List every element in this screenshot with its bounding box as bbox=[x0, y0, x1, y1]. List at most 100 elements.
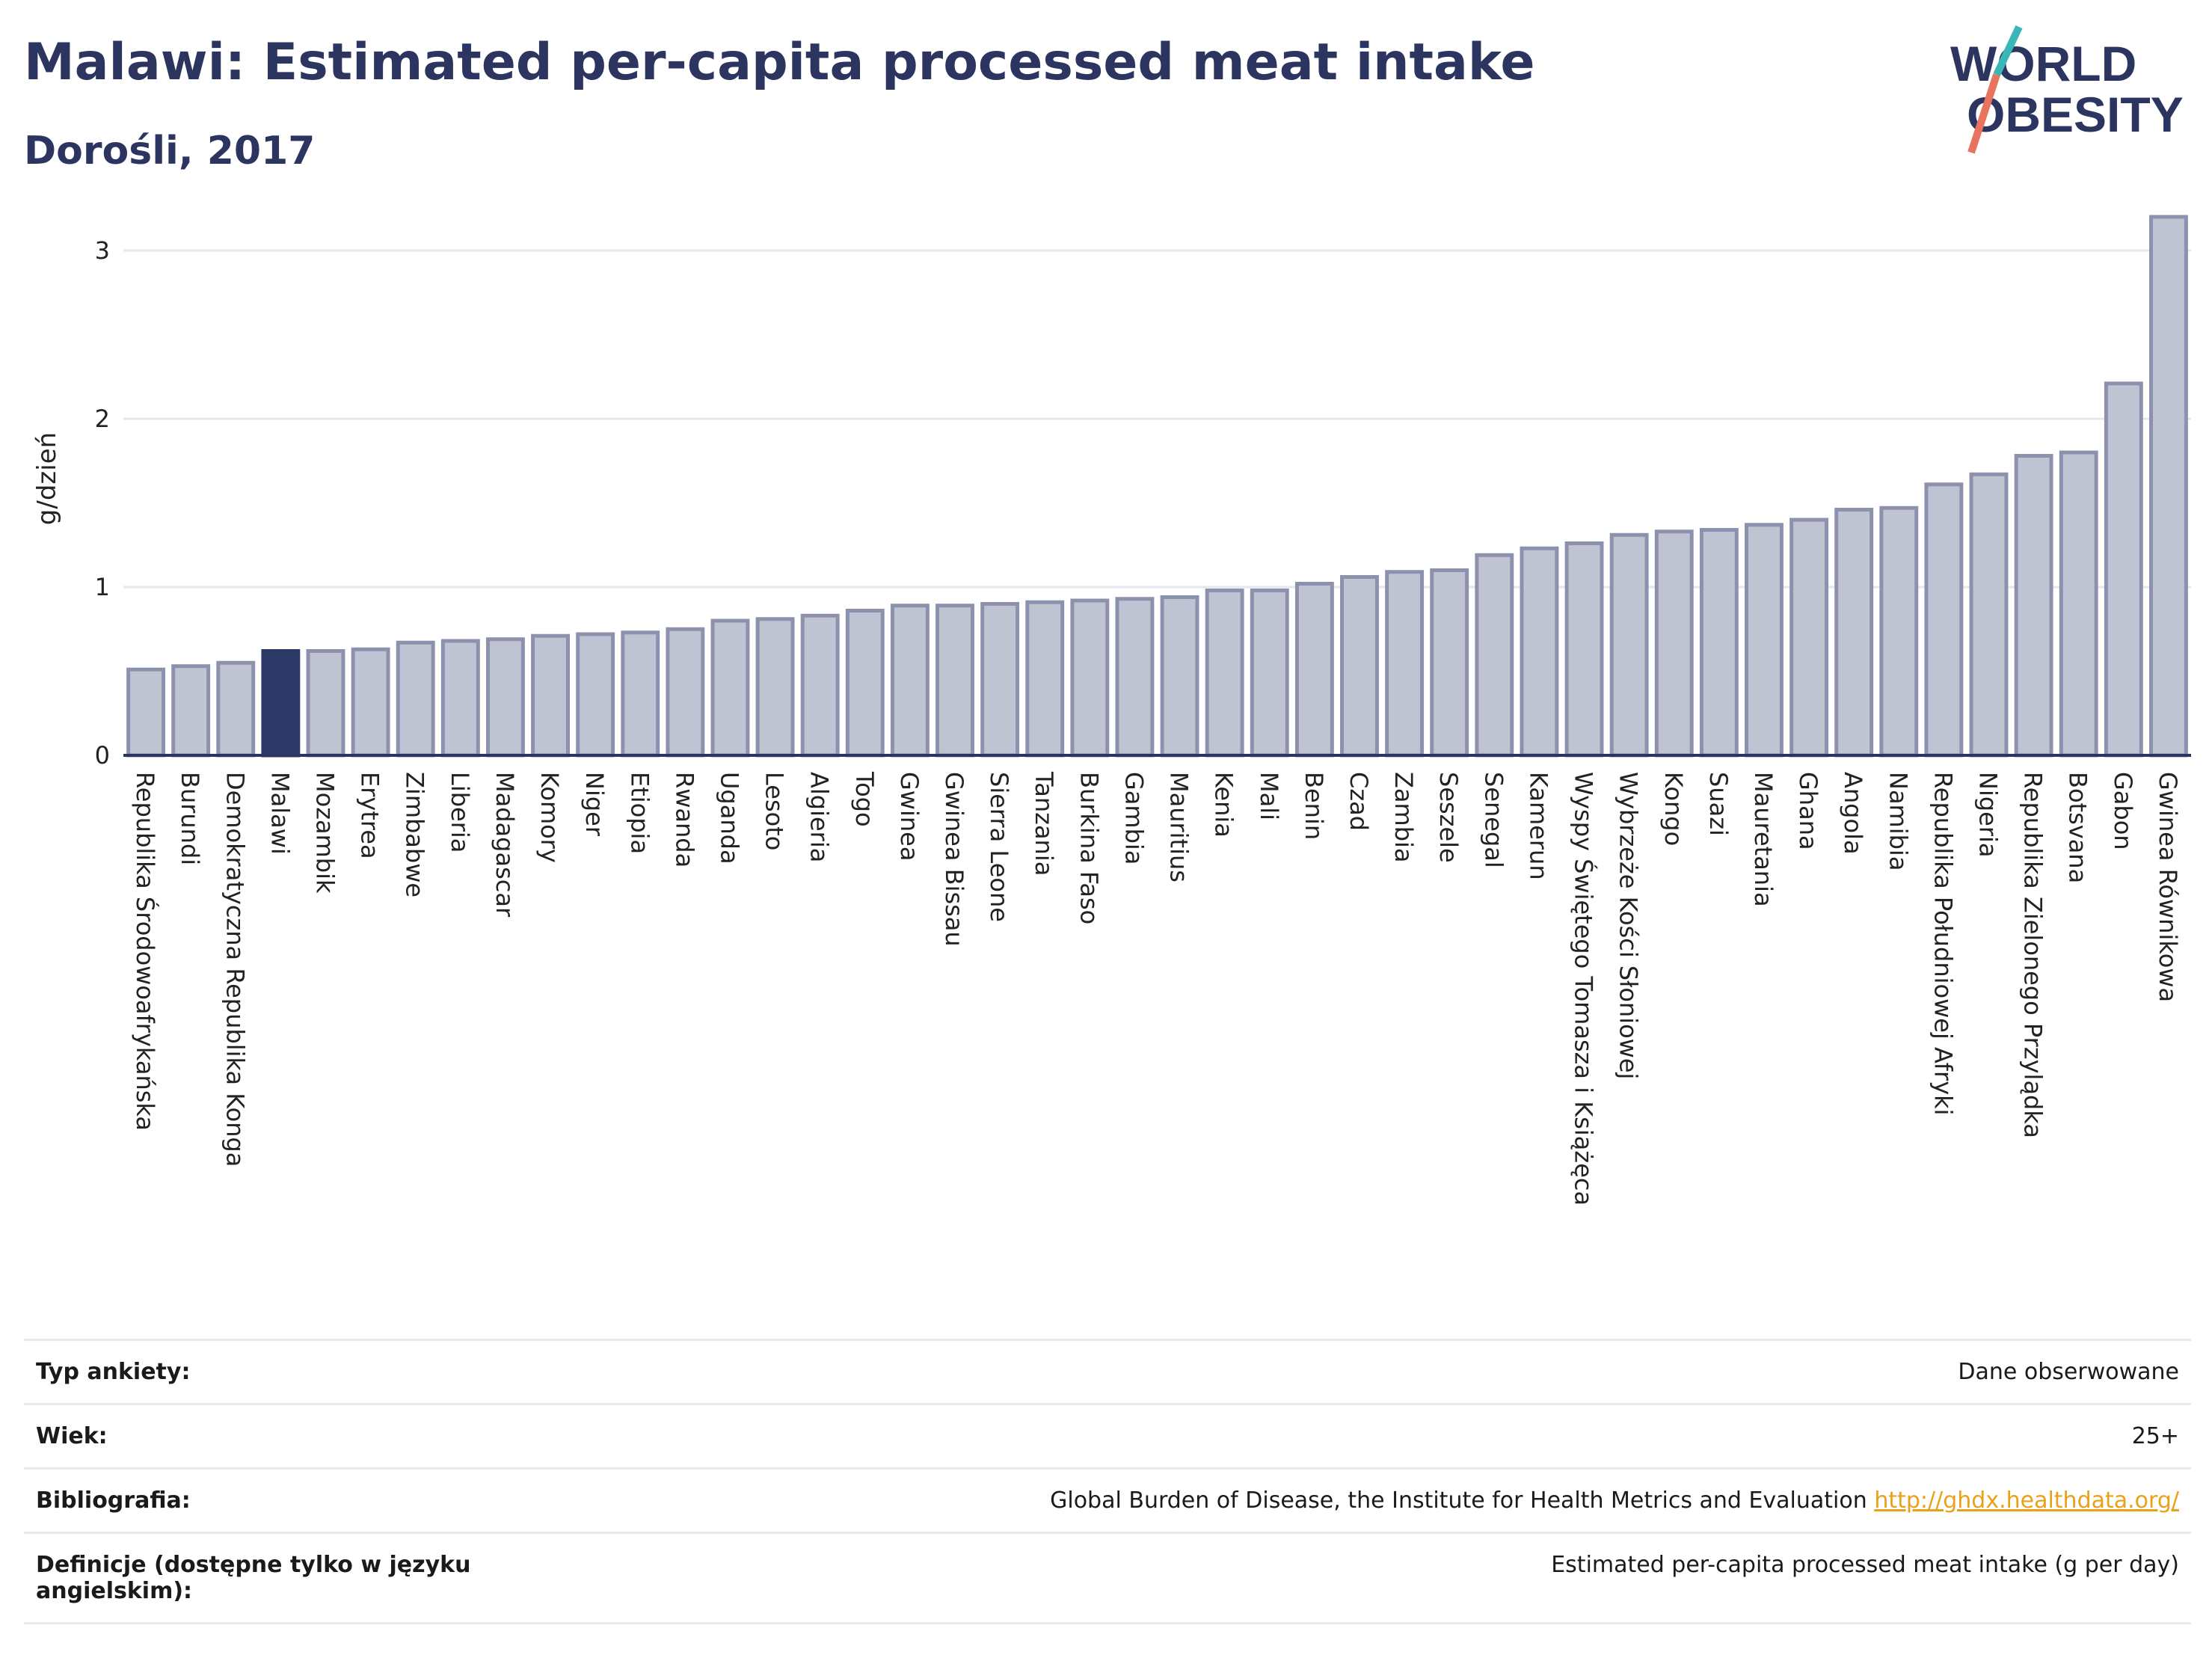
bar[interactable] bbox=[1969, 472, 2009, 758]
chart-title: Malawi: Estimated per-capita processed m… bbox=[24, 33, 1535, 92]
bar[interactable] bbox=[306, 649, 345, 758]
x-tick-label: Etiopia bbox=[625, 772, 654, 854]
bar[interactable] bbox=[2149, 215, 2188, 758]
x-tick-label: Malawi bbox=[265, 772, 294, 855]
x-tick-label: Gambia bbox=[1119, 772, 1148, 865]
x-tick-label: Mauritius bbox=[1165, 772, 1193, 882]
metadata-value-text: Estimated per-capita processed meat inta… bbox=[1551, 1552, 2179, 1578]
bars-layer bbox=[126, 215, 2188, 758]
metadata-table: Typ ankiety: Dane obserwowane Wiek: 25+ Bibl… bbox=[24, 1339, 2191, 1624]
bar[interactable] bbox=[1564, 541, 1604, 758]
metadata-value: Dane obserwowane bbox=[1958, 1359, 2179, 1385]
x-tick-label: Rwanda bbox=[670, 772, 698, 868]
x-tick-label: Kongo bbox=[1659, 772, 1688, 846]
x-tick-label: Nigeria bbox=[1974, 772, 2003, 857]
x-tick-label: Mali bbox=[1255, 772, 1283, 820]
x-tick-label: Niger bbox=[580, 772, 609, 837]
bar[interactable] bbox=[621, 630, 660, 758]
metadata-value: Estimated per-capita processed meat inta… bbox=[1551, 1552, 2179, 1578]
bar[interactable] bbox=[1609, 532, 1649, 758]
world-obesity-logo: WORLD OBESITY bbox=[1950, 25, 2184, 154]
bar[interactable] bbox=[1699, 528, 1739, 758]
bar[interactable] bbox=[845, 609, 885, 758]
bar[interactable] bbox=[396, 640, 435, 758]
bar[interactable] bbox=[1070, 598, 1110, 758]
bar[interactable] bbox=[1475, 553, 1514, 758]
bar[interactable] bbox=[936, 604, 974, 758]
x-tick-label: Togo bbox=[850, 771, 879, 827]
bar-chart: 0 1 2 3 Republika Środowoafrykańska Burundi De… bbox=[32, 215, 2191, 1206]
bar[interactable] bbox=[755, 617, 795, 758]
x-tick-label: Burundi bbox=[176, 772, 204, 865]
x-tick-label: Mauretania bbox=[1749, 772, 1778, 907]
bar[interactable] bbox=[710, 618, 750, 758]
metadata-value-text: Global Burden of Disease, the Institute … bbox=[1050, 1487, 1867, 1514]
bar[interactable] bbox=[126, 667, 165, 758]
logo-slash-coral bbox=[1967, 73, 2000, 154]
bar[interactable] bbox=[485, 637, 525, 758]
x-tick-label: Botsvana bbox=[2064, 772, 2092, 883]
bar[interactable] bbox=[1924, 482, 1964, 758]
bar[interactable] bbox=[531, 633, 570, 758]
x-tick-label: Republika Środowoafrykańska bbox=[131, 772, 160, 1131]
y-tick-label: 1 bbox=[95, 573, 110, 601]
x-tick-label: Zimbabwe bbox=[401, 772, 429, 897]
bar[interactable] bbox=[1879, 506, 1919, 758]
x-tick-label: Lesoto bbox=[761, 772, 789, 850]
metadata-value: Global Burden of Disease, the Institute … bbox=[1050, 1487, 2179, 1514]
x-tick-label: Seszele bbox=[1434, 772, 1463, 863]
x-tick-label: Gwinea Bissau bbox=[940, 772, 968, 947]
bar[interactable] bbox=[800, 613, 840, 758]
y-tick-label: 3 bbox=[95, 236, 110, 265]
labels-layer: 0 1 2 3 Republika Środowoafrykańska Burundi De… bbox=[95, 236, 2182, 1206]
x-tick-label: Republika Południowej Afryki bbox=[1929, 772, 1957, 1116]
bar[interactable] bbox=[2059, 450, 2098, 758]
x-tick-label: Ghana bbox=[1794, 772, 1822, 850]
y-axis-label: g/dzień bbox=[32, 432, 62, 525]
x-tick-label: Demokratyczna Republika Konga bbox=[221, 772, 249, 1167]
bar[interactable] bbox=[1654, 529, 1694, 758]
x-tick-label: Burkina Faso bbox=[1075, 772, 1103, 924]
x-tick-label: Kenia bbox=[1210, 772, 1238, 838]
bar[interactable] bbox=[1294, 582, 1334, 758]
x-tick-label: Madagascar bbox=[491, 772, 519, 918]
metadata-key: Definicje (dostępne tylko w języku angie… bbox=[36, 1552, 471, 1604]
x-tick-label: Erytrea bbox=[356, 772, 384, 859]
bar[interactable] bbox=[1250, 589, 1289, 758]
bar[interactable] bbox=[890, 604, 930, 758]
bar[interactable] bbox=[666, 627, 705, 758]
x-tick-label: Namibia bbox=[1884, 772, 1912, 871]
y-tick-label: 2 bbox=[95, 405, 110, 433]
bar[interactable] bbox=[1789, 518, 1829, 758]
bar[interactable] bbox=[576, 632, 615, 758]
chart-subtitle: Dorośli, 2017 bbox=[24, 129, 316, 174]
bar[interactable] bbox=[2104, 381, 2143, 758]
x-tick-label: Gwinea Równikowa bbox=[2154, 772, 2182, 1002]
x-tick-label: Zambia bbox=[1389, 772, 1418, 863]
bar[interactable] bbox=[1160, 595, 1199, 758]
bar[interactable] bbox=[171, 664, 211, 758]
logo-line2: OBESITY bbox=[1967, 87, 2184, 142]
x-tick-label: Gabon bbox=[2109, 772, 2137, 850]
bar[interactable] bbox=[1340, 575, 1379, 758]
x-tick-label: Senegal bbox=[1479, 772, 1508, 868]
x-tick-label: Uganda bbox=[715, 772, 743, 865]
x-tick-label: Czad bbox=[1345, 772, 1373, 831]
bibliography-link[interactable]: http://ghdx.healthdata.org/ bbox=[1874, 1487, 2179, 1514]
bar[interactable] bbox=[440, 639, 480, 758]
bar[interactable] bbox=[980, 602, 1020, 758]
bar[interactable] bbox=[1025, 600, 1065, 758]
bar[interactable] bbox=[1205, 589, 1244, 758]
bar[interactable] bbox=[1115, 597, 1155, 758]
metadata-row: Typ ankiety: Dane obserwowane bbox=[24, 1339, 2191, 1403]
bar[interactable] bbox=[216, 660, 256, 758]
bar[interactable] bbox=[351, 647, 390, 758]
metadata-row: Wiek: 25+ bbox=[24, 1403, 2191, 1467]
bar[interactable] bbox=[1745, 523, 1784, 758]
bar[interactable] bbox=[1430, 568, 1469, 758]
bar[interactable] bbox=[2014, 454, 2053, 758]
bar[interactable] bbox=[1385, 570, 1425, 758]
bar[interactable] bbox=[1834, 508, 1874, 758]
bar-highlighted[interactable] bbox=[261, 649, 301, 758]
bar[interactable] bbox=[1520, 546, 1559, 758]
